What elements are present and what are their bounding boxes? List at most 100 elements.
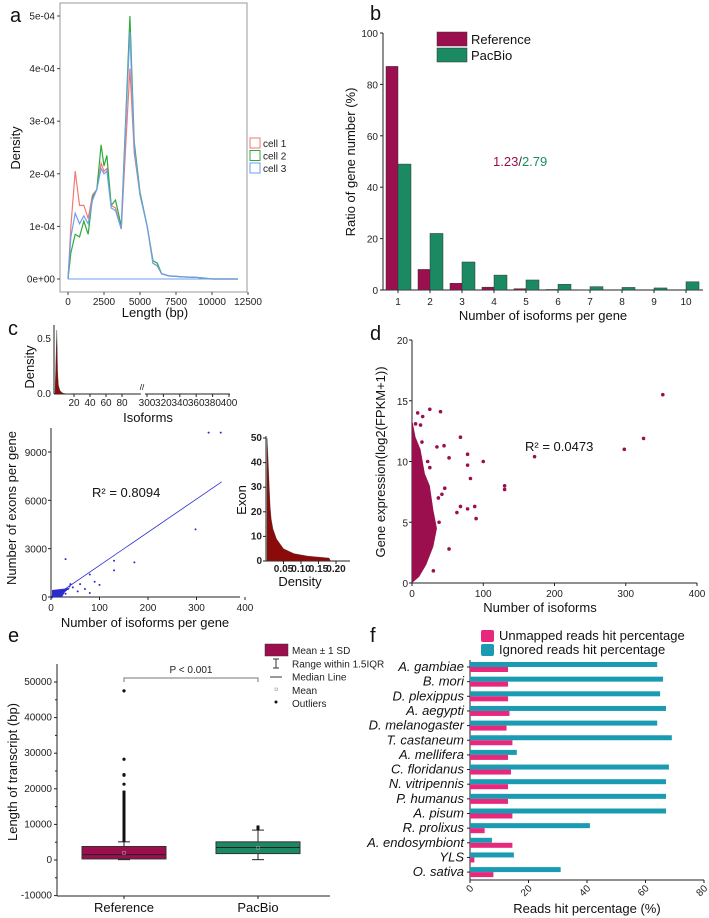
scatter-point — [79, 583, 82, 586]
bar-ignored — [470, 720, 658, 726]
legend-label: Outliers — [292, 699, 326, 710]
legend-label: cell 3 — [263, 164, 287, 175]
y-tick-label: 20 — [397, 336, 409, 347]
bar-ignored — [470, 808, 666, 814]
scatter-point — [455, 510, 459, 515]
bar-unmapped — [470, 798, 509, 804]
y-tick-label: 50000 — [24, 677, 52, 688]
scatter-point — [83, 587, 86, 590]
bar-unmapped — [470, 667, 509, 672]
x-tick-label: 0 — [48, 603, 54, 614]
scatter-point — [437, 520, 441, 525]
scatter-point — [435, 445, 439, 449]
legend-swatch — [481, 644, 494, 656]
bar-ignored — [470, 779, 666, 785]
bar-unmapped — [470, 740, 513, 746]
scatter-point — [64, 592, 67, 595]
bar-unmapped — [470, 872, 494, 878]
bar-reference — [385, 66, 399, 291]
bar-ignored — [470, 793, 666, 799]
y-axis-label: Gene expression(log2(FPKM+1)) — [373, 366, 388, 557]
bar-unmapped — [470, 681, 509, 687]
scatter-point — [472, 504, 477, 509]
species-label: D. plexippus — [392, 688, 464, 703]
y-tick-label: 100 — [361, 29, 378, 40]
x-tick-label: 400 — [237, 603, 254, 614]
scatter-point — [447, 456, 451, 460]
bar-pacbio — [685, 281, 700, 291]
x-tick-label: 0 — [65, 297, 71, 308]
scatter-point — [436, 496, 441, 500]
x-tick-label: 400 — [221, 398, 238, 409]
panel-c-exon-density: 0 10 20 30 40 50 0.050.100.150.20 Density Exon — [234, 433, 350, 589]
dense-point-cloud — [412, 418, 437, 583]
legend-swatch-box — [264, 643, 289, 657]
scatter-point — [194, 528, 197, 531]
x-tick-label: 300 — [139, 398, 156, 409]
mean-marker — [122, 851, 126, 855]
species-label: A. pisum — [412, 806, 464, 821]
x-tick-label: 340 — [171, 398, 188, 409]
bar-pacbio — [493, 274, 508, 291]
x-tick-label: 20 — [519, 883, 535, 899]
x-tick-label: 8 — [619, 297, 625, 308]
scatter-point — [468, 476, 473, 481]
x-tick-label: 60 — [636, 883, 652, 899]
bar-ignored — [470, 749, 517, 755]
bar-unmapped — [470, 828, 485, 834]
scatter-point — [59, 589, 62, 592]
y-tick-label: 9000 — [25, 448, 48, 459]
r-squared-annotation: R² = 0.8094 — [92, 485, 160, 500]
y-tick-label: 5 — [402, 518, 408, 529]
species-label: R. prolixus — [403, 820, 465, 835]
y-tick-label: 6000 — [25, 496, 48, 507]
species-label: D. melanogaster — [369, 718, 465, 733]
x-axis-label: Number of isoforms — [483, 600, 597, 615]
legend-swatch — [481, 630, 494, 642]
scatter-point — [532, 454, 537, 459]
y-tick-label: 40000 — [24, 713, 52, 724]
legend-label: Ignored reads hit percentage — [499, 642, 665, 657]
bar-pacbio — [653, 287, 668, 291]
scatter-point — [458, 435, 463, 440]
x-tick-label: 1 — [395, 297, 401, 308]
bar-reference — [481, 286, 495, 291]
bar-unmapped — [470, 754, 509, 760]
legend-label: cell 2 — [263, 152, 287, 163]
scatter-point — [415, 411, 420, 415]
bar-ignored — [470, 764, 669, 770]
x-tick-label: 4 — [491, 297, 497, 308]
scatter-point — [428, 407, 432, 412]
bar-pacbio — [557, 284, 572, 291]
bar-ignored — [470, 735, 672, 741]
significance-label: P < 0.001 — [170, 665, 213, 676]
density-line-cell3 — [67, 31, 238, 280]
ratio-separator: / — [518, 154, 522, 169]
ratio-annotation: 1.23/2.79 — [493, 154, 547, 169]
bar-unmapped — [470, 813, 513, 819]
x-tick-label: 100 — [91, 603, 108, 614]
x-tick-label: 2500 — [93, 297, 116, 308]
bar-ignored — [470, 852, 514, 858]
scatter-point — [420, 440, 424, 444]
box-reference — [81, 845, 167, 860]
y-tick-label: 80 — [367, 80, 379, 91]
bar-reference — [417, 269, 431, 291]
bar-pacbio — [397, 163, 412, 291]
legend-label: cell 1 — [263, 139, 287, 150]
scatter-point — [481, 459, 486, 464]
exon-density-histogram — [266, 437, 332, 562]
x-tick-label: 400 — [689, 589, 706, 600]
y-tick-label: 5e-04 — [29, 12, 55, 23]
x-tick-label: 5000 — [129, 297, 152, 308]
y-axis-label: Density — [22, 345, 37, 389]
outlier-point — [122, 782, 126, 786]
x-tick-label: 40 — [577, 883, 593, 899]
x-axis-label: Isoforms — [123, 410, 173, 425]
scatter-point — [88, 573, 91, 576]
bar-ignored — [470, 662, 658, 667]
scatter-point — [413, 422, 418, 426]
scatter-point — [465, 507, 470, 511]
scatter-point — [641, 436, 646, 441]
